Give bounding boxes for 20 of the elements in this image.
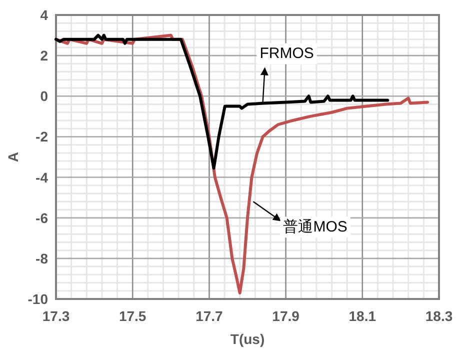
y-tick-label: -10 — [28, 291, 48, 307]
x-tick-label: 17.5 — [118, 308, 146, 324]
y-tick-label: -2 — [36, 128, 48, 145]
y-tick-label: -4 — [36, 169, 48, 186]
x-tick-label: 18.3 — [425, 308, 453, 324]
annotation: FRMOS — [256, 43, 317, 102]
x-tick-label: 17.3 — [42, 308, 70, 324]
y-axis-title: A — [5, 152, 21, 162]
annotation: 普通MOS — [252, 201, 350, 238]
x-axis-title: T(us) — [230, 331, 265, 347]
y-tick-label: -6 — [36, 210, 48, 226]
annotation: FRMOS — [260, 45, 314, 62]
annotation: 普通MOS — [283, 218, 348, 236]
x-tick-label: 18.1 — [348, 308, 376, 324]
x-tick-label: 17.9 — [272, 308, 300, 324]
y-tick-label: 4 — [40, 7, 48, 23]
y-tick-label: -8 — [36, 250, 48, 266]
y-tick-label: 2 — [40, 48, 48, 64]
y-tick-label: 0 — [40, 88, 48, 104]
x-tick-label: 17.7 — [196, 308, 224, 324]
